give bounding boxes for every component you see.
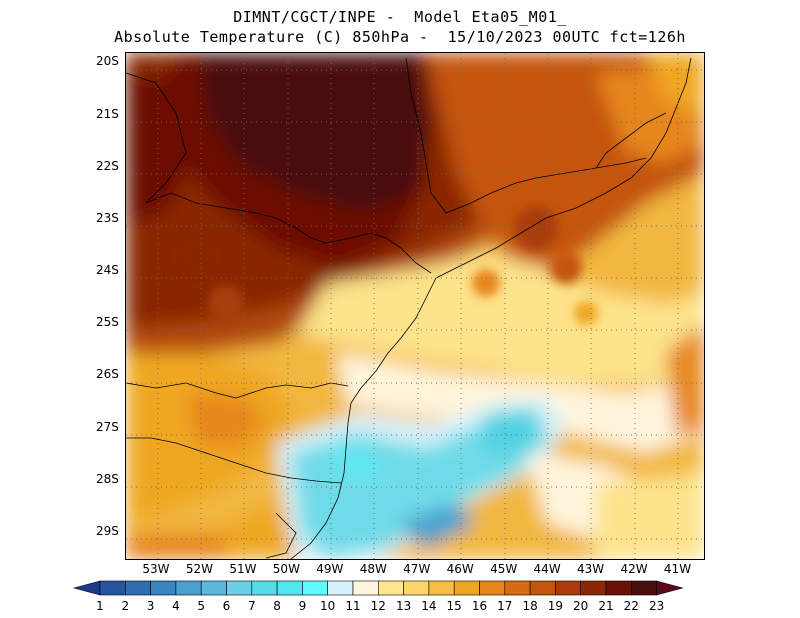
lon-tick-label: 41W xyxy=(663,562,692,576)
colorbar xyxy=(72,580,684,596)
colorbar-swatch xyxy=(428,580,455,596)
colorbar-swatch xyxy=(99,580,126,596)
colorbar-swatch xyxy=(479,580,506,596)
colorbar-swatch xyxy=(327,580,354,596)
temperature-field xyxy=(126,53,704,559)
colorbar-swatch xyxy=(555,580,582,596)
colorbar-label: 19 xyxy=(547,599,564,613)
colorbar-swatch xyxy=(377,580,404,596)
colorbar-swatch xyxy=(453,580,480,596)
colorbar-label: 15 xyxy=(446,599,462,613)
colorbar-label: 9 xyxy=(298,599,307,613)
lon-tick-label: 45W xyxy=(490,562,518,576)
state-border-pr-sp xyxy=(145,192,432,274)
coastline-north xyxy=(435,57,692,279)
colorbar-swatch xyxy=(403,580,430,596)
lat-tick-label: 29S xyxy=(96,523,119,538)
colorbar-arrow-right xyxy=(656,580,684,596)
colorbar-label: 10 xyxy=(320,599,336,613)
lat-tick-label: 27S xyxy=(96,419,119,434)
colorbar-label: 13 xyxy=(395,599,412,613)
state-border-ms xyxy=(126,72,187,204)
colorbar-label: 1 xyxy=(96,599,104,613)
colorbar-label: 16 xyxy=(471,599,488,613)
state-border-rj-mg xyxy=(595,112,667,169)
coastline-south xyxy=(290,277,437,559)
title-line-1: DIMNT/CGCT/INPE - Model Eta05_M01_ xyxy=(233,8,567,26)
colorbar-swatch xyxy=(150,580,177,596)
lat-tick-label: 28S xyxy=(96,471,119,486)
colorbar-label: 14 xyxy=(421,599,437,613)
lon-tick-label: 43W xyxy=(577,562,605,576)
state-border-rs-sc xyxy=(126,437,342,484)
colorbar-label: 21 xyxy=(598,599,614,613)
colorbar-swatch xyxy=(251,580,278,596)
colorbar-swatch xyxy=(200,580,227,596)
colorbar-label: 4 xyxy=(172,599,180,613)
colorbar-swatch xyxy=(352,580,379,596)
colorbar-swatch xyxy=(529,580,556,596)
colorbar-label: 3 xyxy=(146,599,155,613)
lon-tick-label: 44W xyxy=(533,562,561,576)
colorbar-swatch xyxy=(605,580,632,596)
colorbar-label: 6 xyxy=(222,599,231,613)
lon-tick-label: 49W xyxy=(316,562,344,576)
lon-tick-label: 46W xyxy=(446,562,474,576)
colorbar-label: 2 xyxy=(121,599,130,613)
lagoon-outline xyxy=(265,512,297,559)
lat-tick-label: 22S xyxy=(96,158,119,173)
colorbar-label: 22 xyxy=(623,599,639,613)
colorbar-label: 17 xyxy=(497,599,513,613)
lat-tick-label: 25S xyxy=(96,315,119,330)
colorbar-swatch xyxy=(580,580,607,596)
colorbar-label: 18 xyxy=(522,599,538,613)
colorbar-label: 11 xyxy=(345,599,361,613)
colorbar-swatch xyxy=(226,580,253,596)
colorbar-label: 5 xyxy=(197,599,205,613)
colorbar-label: 7 xyxy=(247,599,256,613)
colorbar-swatch xyxy=(630,580,657,596)
colorbar-swatch xyxy=(175,580,202,596)
lat-tick-label: 24S xyxy=(96,263,119,278)
lon-tick-label: 52W xyxy=(185,562,214,576)
colorbar-swatch xyxy=(276,580,303,596)
lat-tick-label: 21S xyxy=(96,106,119,121)
lon-tick-label: 53W xyxy=(142,562,170,576)
colorbar-swatch xyxy=(504,580,531,596)
colorbar-swatch xyxy=(125,580,151,596)
lon-tick-label: 51W xyxy=(229,562,257,576)
lon-tick-label: 47W xyxy=(403,562,431,576)
title-line-2: Absolute Temperature (C) 850hPa - 15/10/… xyxy=(114,28,686,46)
lon-tick-label: 42W xyxy=(620,562,648,576)
state-border-sc-pr xyxy=(126,382,349,399)
colorbar-label: 20 xyxy=(573,599,589,613)
lon-tick-label: 48W xyxy=(359,562,387,576)
temperature-map xyxy=(125,52,705,560)
colorbar-label: 12 xyxy=(370,599,386,613)
colorbar-swatch xyxy=(302,580,328,596)
colorbar-arrow-left xyxy=(72,580,101,596)
colorbar-label: 8 xyxy=(273,599,281,613)
lon-tick-label: 50W xyxy=(272,562,300,576)
colorbar-label: 23 xyxy=(648,599,665,613)
lat-tick-label: 26S xyxy=(96,367,119,382)
lat-tick-label: 20S xyxy=(96,54,119,69)
lat-tick-label: 23S xyxy=(96,210,119,225)
